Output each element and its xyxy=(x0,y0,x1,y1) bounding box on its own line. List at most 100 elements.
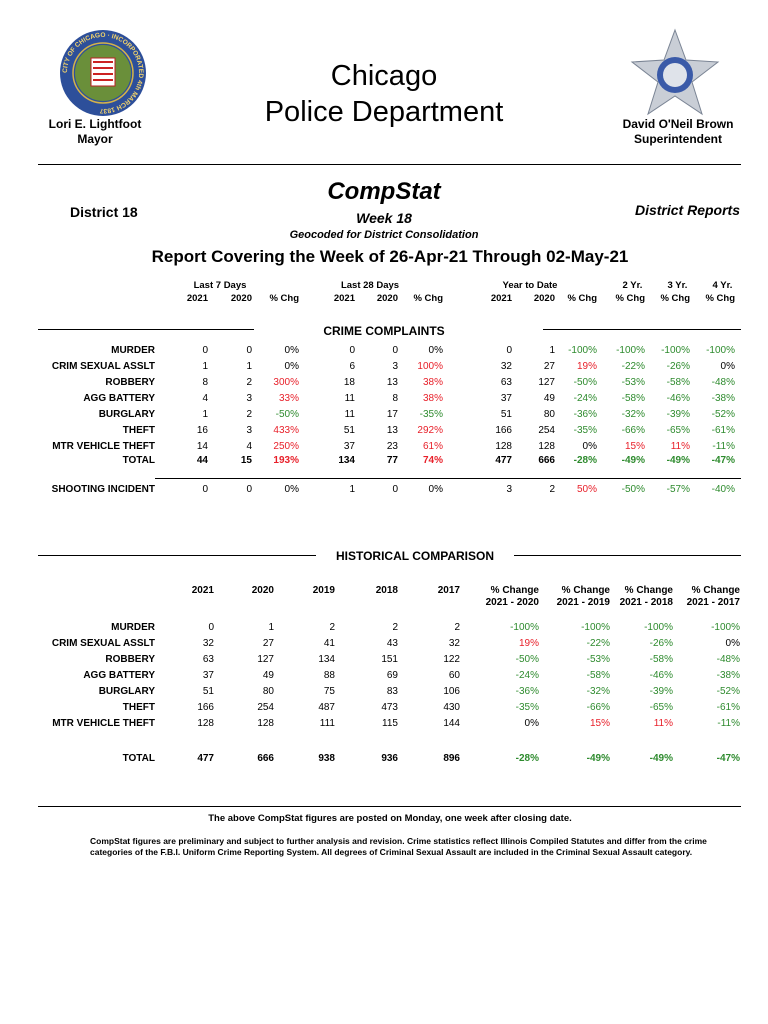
table-cell: -38% xyxy=(716,670,740,681)
table-cell: -50% xyxy=(515,654,539,665)
table-cell: 2 xyxy=(246,377,252,388)
table-cell: -24% xyxy=(573,393,597,404)
table-cell: 6 xyxy=(349,361,355,372)
table-cell: -49% xyxy=(649,753,673,764)
table-cell: 487 xyxy=(318,702,335,713)
table-cell: 0 xyxy=(202,345,208,356)
table-cell: 51 xyxy=(202,686,214,697)
table-cell: 0 xyxy=(246,345,252,356)
table-cell: 27 xyxy=(543,361,555,372)
table-cell: 37 xyxy=(500,393,512,404)
mayor-name: Lori E. Lightfoot xyxy=(48,117,142,131)
table-cell: -47% xyxy=(711,455,735,466)
column-header: % Chg xyxy=(660,293,690,304)
table-cell: 80 xyxy=(543,409,555,420)
row-label: TOTAL xyxy=(122,753,155,764)
table-cell: 666 xyxy=(257,753,274,764)
column-header: 2021 xyxy=(186,293,208,304)
table-cell: 111 xyxy=(319,718,335,729)
table-cell: -48% xyxy=(716,654,740,665)
table-cell: 16 xyxy=(196,425,208,436)
table-cell: 38% xyxy=(422,377,443,388)
table-cell: -26% xyxy=(666,361,690,372)
table-cell: -57% xyxy=(666,484,690,495)
table-cell: 1 xyxy=(202,361,208,372)
table-cell: 51 xyxy=(343,425,355,436)
table-cell: 2 xyxy=(392,622,398,633)
table-cell: -22% xyxy=(586,638,610,649)
table-cell: 11 xyxy=(344,393,355,404)
table-cell: 0% xyxy=(720,361,735,372)
posted-note: The above CompStat figures are posted on… xyxy=(208,813,572,824)
table-cell: 115 xyxy=(382,718,398,729)
table-cell: 50% xyxy=(576,484,597,495)
title-line-2: Police Department xyxy=(264,96,504,128)
column-header: % Change xyxy=(561,585,610,596)
table-cell: 80 xyxy=(262,686,274,697)
column-header: % Chg xyxy=(567,293,597,304)
table-cell: 15 xyxy=(240,455,252,466)
hist-divider-left xyxy=(38,555,316,556)
row-label: THEFT xyxy=(122,425,155,436)
table-cell: 14 xyxy=(196,441,208,452)
table-cell: -53% xyxy=(621,377,645,388)
column-header: % Chg xyxy=(615,293,645,304)
column-group-header: 2 Yr. xyxy=(622,280,643,291)
footer-divider xyxy=(38,806,741,807)
table-cell: 144 xyxy=(443,718,460,729)
table-cell: -100% xyxy=(661,345,690,356)
table-cell: 250% xyxy=(273,441,299,452)
table-cell: -66% xyxy=(621,425,645,436)
table-cell: 122 xyxy=(443,654,460,665)
table-cell: 33% xyxy=(278,393,299,404)
table-cell: -100% xyxy=(711,622,740,633)
table-cell: 473 xyxy=(381,702,398,713)
table-cell: 32 xyxy=(500,361,512,372)
column-header: 2020 xyxy=(251,585,274,596)
crime-complaints-heading: CRIME COMPLAINTS xyxy=(323,324,445,338)
disclaimer: CompStat figures are preliminary and sub… xyxy=(90,836,707,857)
table-cell: 100% xyxy=(417,361,443,372)
table-cell: -100% xyxy=(706,345,735,356)
table-cell: 74% xyxy=(422,455,443,466)
table-cell: -65% xyxy=(666,425,690,436)
table-cell: -36% xyxy=(573,409,597,420)
table-cell: 166 xyxy=(197,702,214,713)
column-header: 2021 xyxy=(490,293,512,304)
row-label: AGG BATTERY xyxy=(83,670,155,681)
table-cell: 0% xyxy=(284,484,299,495)
table-cell: 8 xyxy=(202,377,208,388)
table-cell: 151 xyxy=(381,654,398,665)
city-seal-logo: CITY OF CHICAGO · INCORPORATED 4th MARCH… xyxy=(60,30,146,116)
table-cell: -58% xyxy=(649,654,673,665)
table-cell: 128 xyxy=(495,441,512,452)
table-cell: 2 xyxy=(246,409,252,420)
table-cell: 0 xyxy=(392,345,398,356)
section-divider-right xyxy=(543,329,741,330)
table-cell: 88 xyxy=(323,670,335,681)
table-cell: 51 xyxy=(500,409,512,420)
superintendent-name: David O'Neil Brown xyxy=(622,117,734,131)
table-cell: 134 xyxy=(318,654,335,665)
table-cell: -32% xyxy=(586,686,610,697)
row-label: MTR VEHICLE THEFT xyxy=(52,441,155,452)
row-label: BURGLARY xyxy=(98,409,155,420)
header-divider xyxy=(38,164,741,165)
table-cell: 430 xyxy=(443,702,460,713)
table-cell: 0% xyxy=(725,638,740,649)
table-cell: 0 xyxy=(246,484,252,495)
shooting-divider xyxy=(155,478,741,479)
mayor-title: Mayor xyxy=(77,132,113,146)
table-cell: 936 xyxy=(381,753,398,764)
column-header: % Change xyxy=(490,585,539,596)
table-cell: 254 xyxy=(257,702,274,713)
table-cell: -28% xyxy=(573,455,597,466)
row-label: ROBBERY xyxy=(105,377,155,388)
section-divider-left xyxy=(38,329,254,330)
column-header: % Chg xyxy=(413,293,443,304)
table-cell: 4 xyxy=(202,393,208,404)
table-cell: -48% xyxy=(711,377,735,388)
title-line-1: Chicago xyxy=(330,60,438,92)
table-cell: 193% xyxy=(273,455,299,466)
table-cell: -50% xyxy=(621,484,645,495)
